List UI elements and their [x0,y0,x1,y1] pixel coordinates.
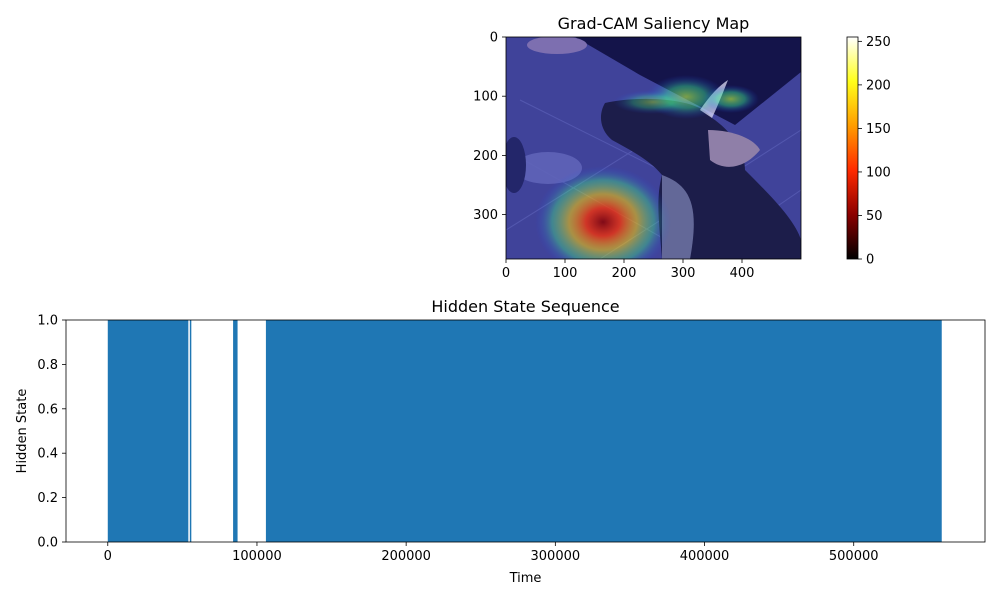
saliency-y-tick-label: 0 [490,31,498,46]
saliency-title: Grad-CAM Saliency Map [558,14,750,33]
y-tick-label: 0.8 [37,358,58,373]
colorbar-tick-label: 250 [866,35,891,50]
saliency-x-tick-label: 0 [502,266,510,281]
x-tick-label: 300000 [531,549,581,564]
hidden-state-y-axis: 0.0 0.2 0.4 0.6 0.8 1.0 [37,314,66,551]
colorbar-tick-label: 150 [866,122,891,137]
x-tick-label: 200000 [381,549,431,564]
x-tick-label: 400000 [680,549,730,564]
hidden-state-segment [107,320,189,542]
x-tick-label: 0 [104,549,112,564]
saliency-image [506,37,801,259]
colorbar-tick-label: 50 [866,209,883,224]
y-tick-label: 1.0 [37,314,58,329]
saliency-x-axis: 0 100 200 300 400 [502,259,755,281]
hidden-state-plot-frame [65,319,986,543]
y-tick-label: 0.0 [37,536,58,551]
colorbar-axis: 0 50 100 150 200 250 [858,35,891,268]
saliency-x-tick-label: 100 [553,266,578,281]
hidden-state-segment [233,320,238,542]
saliency-x-tick-label: 300 [671,266,696,281]
saliency-y-tick-label: 200 [473,149,498,164]
colorbar-tick-label: 200 [866,78,891,93]
y-tick-label: 0.6 [37,402,58,417]
y-tick-label: 0.4 [37,447,58,462]
hidden-state-segment [265,320,942,542]
colorbar-tick-label: 0 [866,253,874,268]
saliency-y-axis: 0 100 200 300 [473,31,506,223]
hidden-state-title: Hidden State Sequence [431,297,619,316]
saliency-y-tick-label: 100 [473,90,498,105]
y-axis-label: Hidden State [15,389,30,474]
saliency-y-tick-label: 300 [473,208,498,223]
colorbar [846,36,859,260]
x-tick-label: 100000 [232,549,282,564]
hidden-state-area [107,320,942,542]
colorbar-tick-label: 100 [866,165,891,180]
x-tick-label: 500000 [829,549,879,564]
y-tick-label: 0.2 [37,491,58,506]
hidden-state-x-axis: 0 100000 200000 300000 400000 500000 [104,542,879,564]
x-axis-label: Time [509,571,542,586]
hidden-state-segment [189,320,192,542]
saliency-x-tick-label: 200 [612,266,637,281]
saliency-x-tick-label: 400 [730,266,755,281]
